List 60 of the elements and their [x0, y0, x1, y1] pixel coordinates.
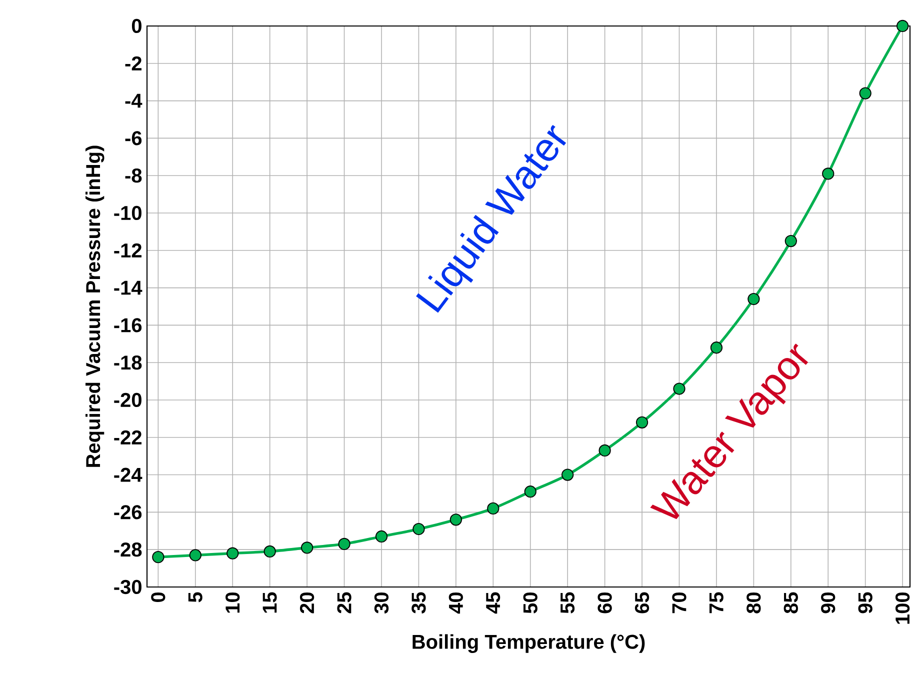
point — [524, 486, 536, 498]
point — [859, 87, 872, 100]
point — [264, 545, 276, 558]
point — [562, 468, 574, 481]
y-axis-title: Required Vacuum Pressure (inHg) — [86, 146, 104, 467]
x-tick-label: 5 — [188, 592, 202, 602]
point — [189, 549, 202, 562]
y-tick-label: -12 — [114, 243, 142, 258]
x-tick-label: 60 — [598, 592, 612, 614]
point — [822, 168, 834, 180]
x-tick-label: 15 — [262, 592, 277, 613]
point — [300, 542, 314, 554]
point — [152, 550, 164, 564]
point — [226, 547, 239, 560]
y-tick-label: -8 — [125, 168, 142, 183]
point — [450, 514, 462, 526]
y-tick-label: -14 — [114, 280, 142, 295]
x-tick-label: 50 — [523, 592, 538, 614]
x-tick-label: 90 — [821, 592, 836, 614]
y-tick-label: -26 — [114, 505, 142, 520]
point — [487, 502, 500, 515]
y-tick-label: -2 — [125, 56, 142, 70]
y-tick-label: -6 — [125, 131, 142, 146]
y-tick-label: -10 — [114, 206, 142, 220]
point — [710, 342, 723, 354]
point — [598, 444, 611, 457]
point — [636, 416, 648, 428]
point — [412, 522, 425, 536]
x-tick-label: 25 — [337, 592, 352, 614]
point — [375, 530, 388, 543]
x-tick-label: 45 — [486, 592, 500, 614]
x-tick-label: 55 — [560, 592, 575, 614]
point — [338, 538, 350, 550]
x-tick-label: 35 — [412, 592, 426, 614]
x-tick-label: 75 — [709, 592, 724, 614]
y-tick-label: -24 — [114, 468, 142, 482]
point — [896, 20, 909, 32]
x-tick-label: 0 — [151, 592, 166, 602]
x-tick-label: 40 — [448, 592, 463, 614]
y-tick-label: -4 — [125, 94, 142, 108]
y-tick-label: -30 — [114, 580, 142, 594]
x-tick-label: 20 — [300, 592, 314, 614]
x-tick-label: 100 — [895, 592, 910, 624]
point — [784, 234, 797, 248]
point — [748, 292, 760, 306]
x-tick-label: 70 — [672, 592, 686, 614]
x-tick-label: 85 — [784, 592, 798, 614]
x-tick-label: 95 — [858, 592, 872, 614]
x-tick-label: 80 — [746, 592, 761, 614]
y-tick-label: -16 — [114, 318, 142, 332]
y-tick-label: 0 — [132, 18, 142, 34]
y-tick-label: -18 — [114, 356, 142, 370]
y-tick-label: -20 — [114, 392, 142, 408]
point — [673, 382, 686, 395]
y-tick-label: -28 — [114, 542, 142, 557]
x-tick-label: 30 — [374, 592, 389, 614]
x-axis-title: Boiling Temperature (°C) — [412, 634, 645, 653]
x-tick-label: 65 — [634, 592, 650, 614]
x-tick-label: 10 — [226, 592, 240, 613]
y-tick-label: -22 — [114, 430, 142, 444]
